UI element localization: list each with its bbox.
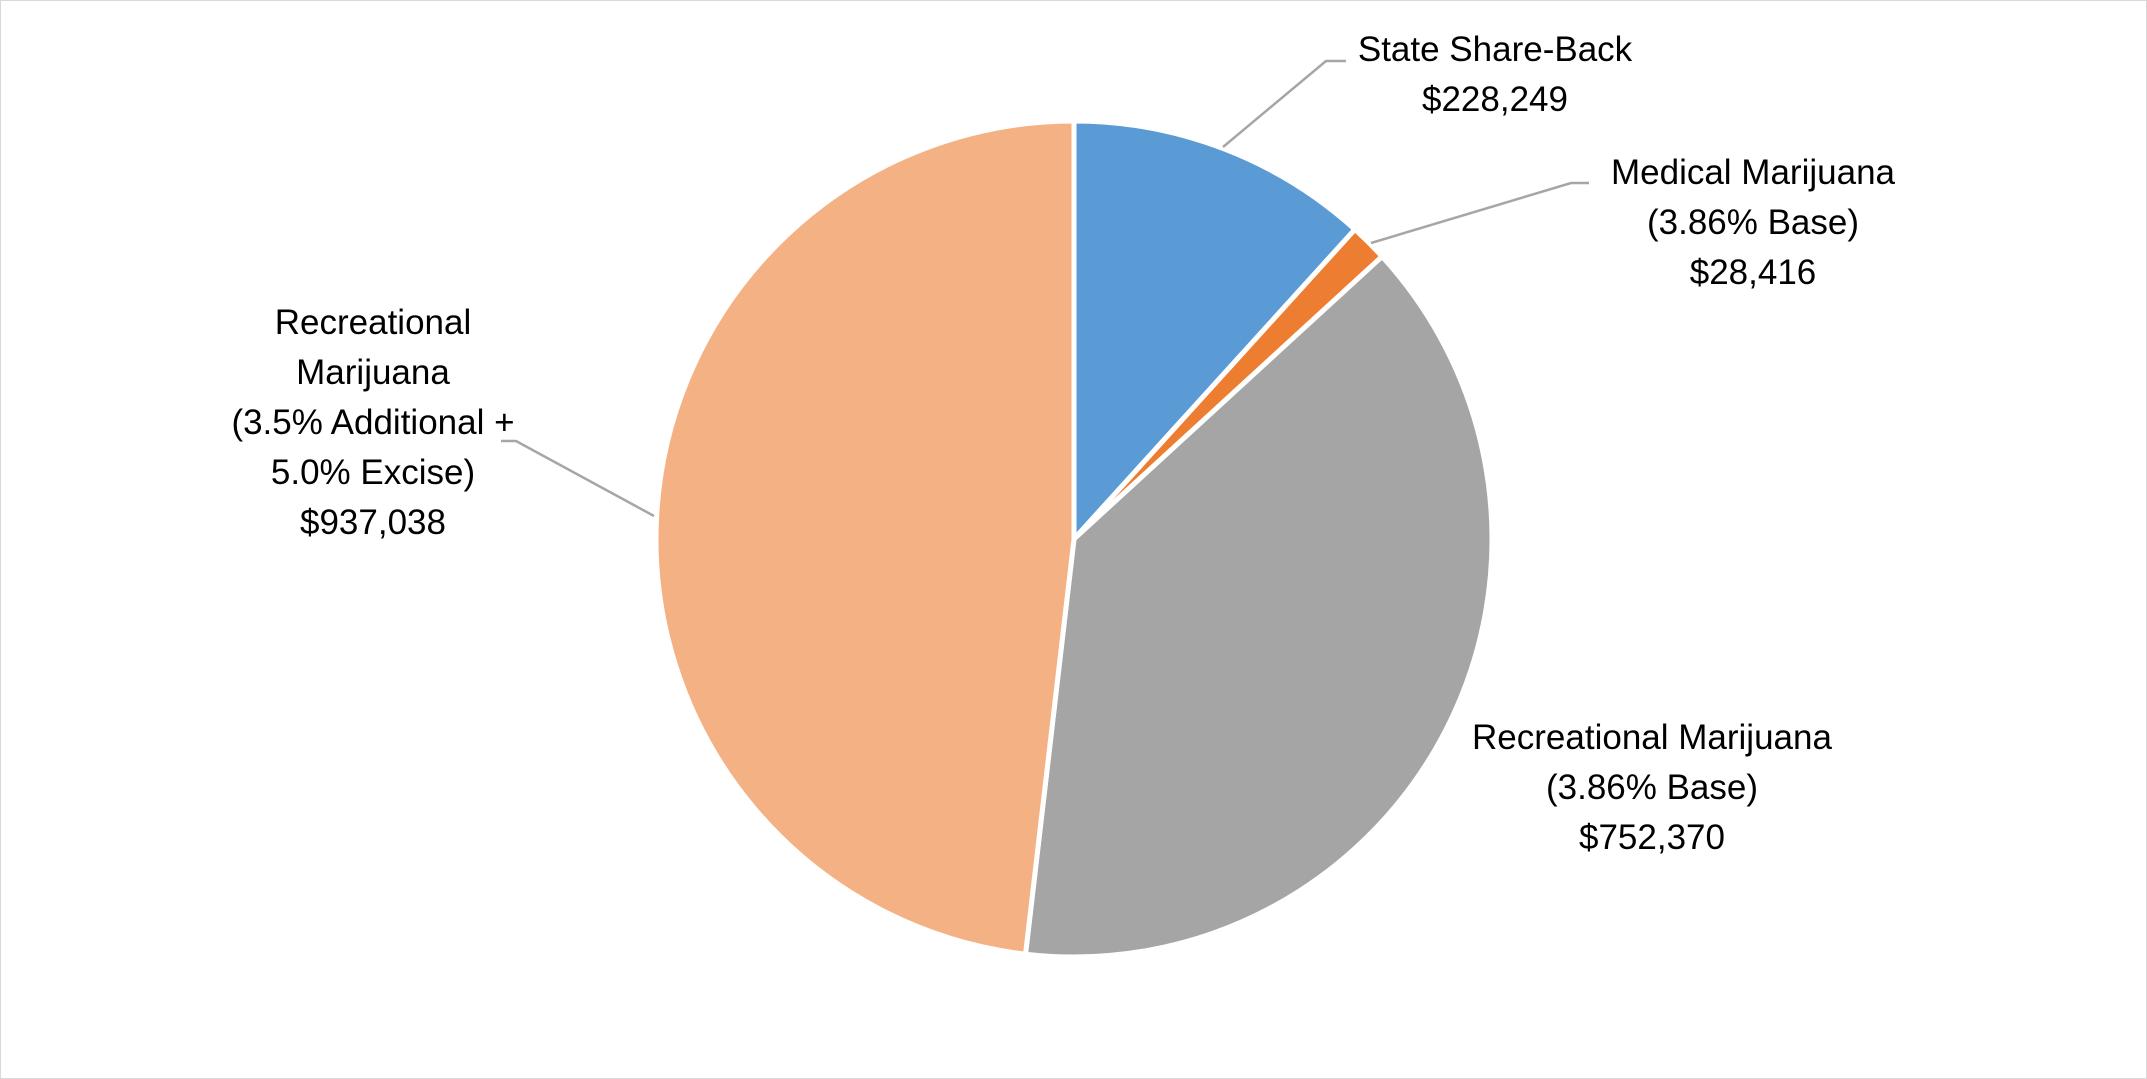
data-label-1-line-1: (3.86% Base) [1647,203,1859,242]
data-label-1: Medical Marijuana (3.86% Base) $28,416 [1611,153,1896,292]
pie-slice-3 [653,118,1077,957]
pie-slice-2 [1023,253,1495,960]
data-labels: State Share-Back $228,249 Medical Marijuan… [231,30,1895,857]
data-label-1-line-0: Medical Marijuana [1611,153,1896,192]
data-label-2-line-2: $752,370 [1579,818,1725,857]
data-label-3: Recreational Marijuana (3.5% Additional + 5… [231,303,514,542]
data-label-0: State Share-Back $228,249 [1358,30,1633,119]
data-label-0-line-1: $228,249 [1422,80,1568,119]
data-label-3-line-4: $937,038 [300,503,446,542]
data-label-3-line-1: Marijuana [296,353,450,392]
data-label-2-line-1: (3.86% Base) [1546,768,1758,807]
data-label-3-line-2: (3.5% Additional + [231,403,514,442]
leader-line-3 [501,439,655,518]
leader-line-0 [1222,59,1346,148]
data-label-0-line-0: State Share-Back [1358,30,1633,69]
data-label-1-line-2: $28,416 [1690,253,1817,292]
pie-slice-0 [1071,118,1358,542]
leader-line-1 [1370,181,1589,245]
data-label-3-line-0: Recreational [275,303,472,342]
leader-lines [501,59,1589,518]
data-label-3-line-3: 5.0% Excise) [271,453,475,492]
pie-slices [653,118,1495,960]
data-label-2: Recreational Marijuana (3.86% Base) $752,3… [1472,718,1832,857]
data-label-2-line-0: Recreational Marijuana [1472,718,1832,757]
